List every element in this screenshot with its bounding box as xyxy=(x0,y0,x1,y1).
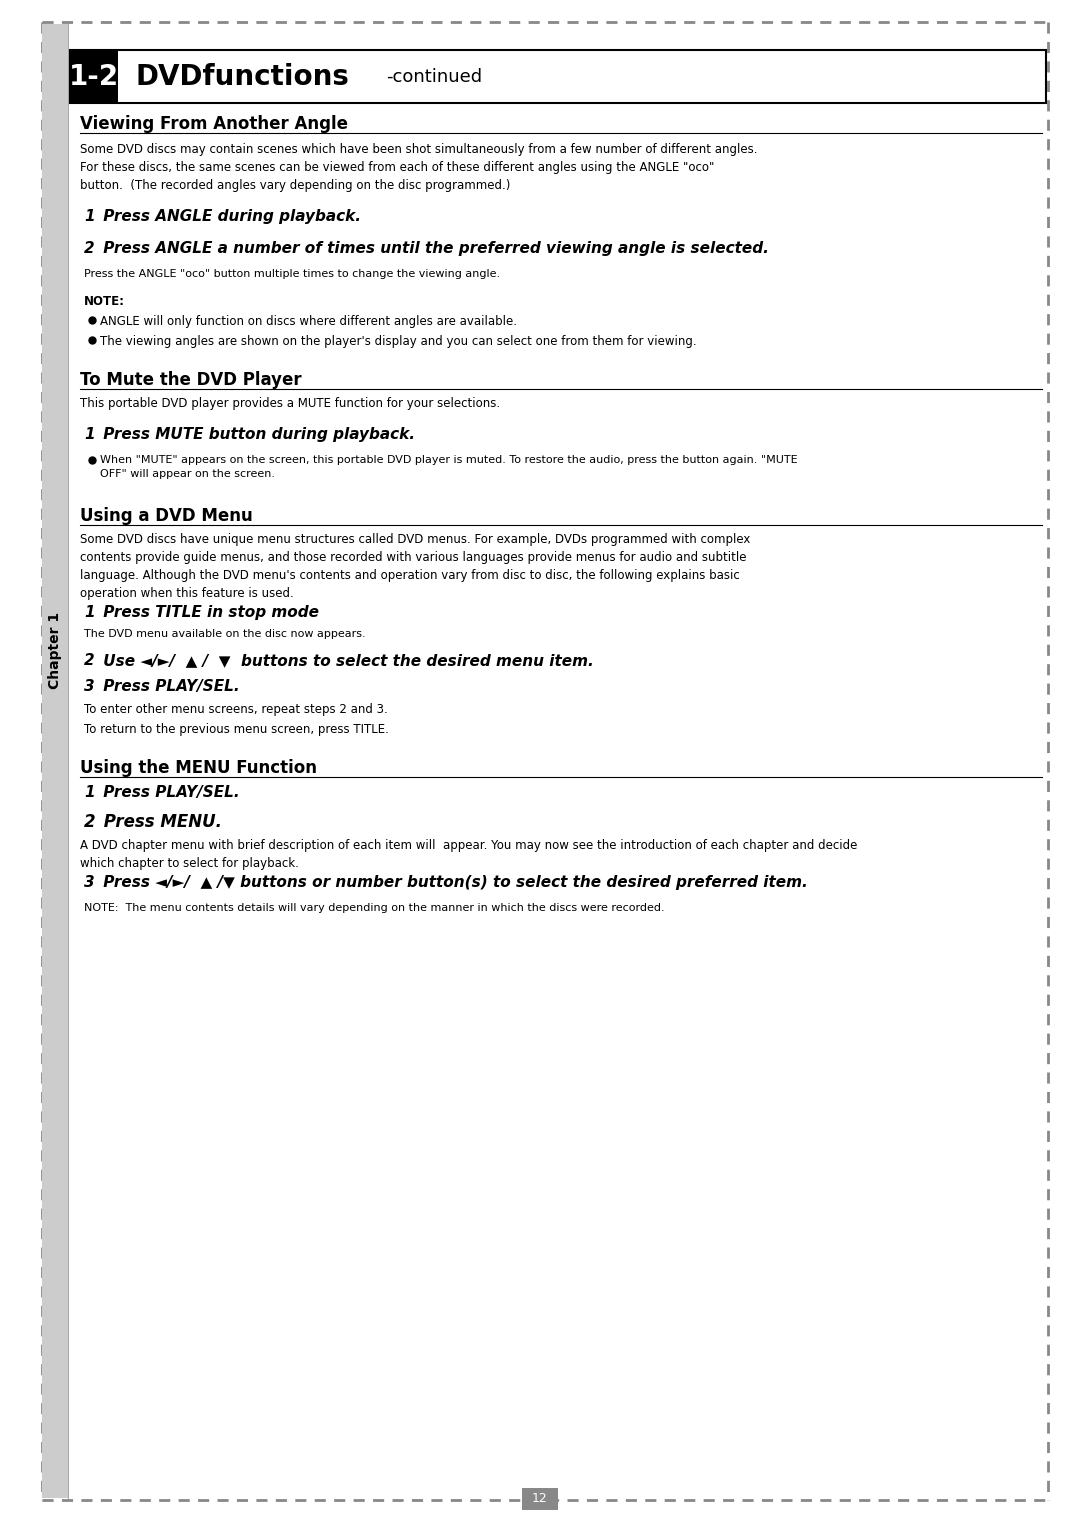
Text: 1: 1 xyxy=(84,209,95,224)
Text: 3: 3 xyxy=(84,679,95,694)
Text: Some DVD discs may contain scenes which have been shot simultaneously from a few: Some DVD discs may contain scenes which … xyxy=(80,143,757,192)
Text: This portable DVD player provides a MUTE function for your selections.: This portable DVD player provides a MUTE… xyxy=(80,398,500,410)
Text: DVDfunctions: DVDfunctions xyxy=(136,62,350,90)
Text: The DVD menu available on the disc now appears.: The DVD menu available on the disc now a… xyxy=(84,629,366,640)
Text: 1: 1 xyxy=(84,605,95,620)
Text: NOTE:: NOTE: xyxy=(84,295,125,308)
Text: Viewing From Another Angle: Viewing From Another Angle xyxy=(80,116,348,133)
Text: Press ◄/►/  ▲ /▼ buttons or number button(s) to select the desired preferred ite: Press ◄/►/ ▲ /▼ buttons or number button… xyxy=(98,876,808,889)
Text: Press MENU.: Press MENU. xyxy=(98,813,222,832)
Bar xyxy=(70,50,1047,104)
Bar xyxy=(522,1488,558,1509)
Text: Press the ANGLE "ᴏᴄᴏ" button multiple times to change the viewing angle.: Press the ANGLE "ᴏᴄᴏ" button multiple ti… xyxy=(84,270,500,279)
Text: ANGLE will only function on discs where different angles are available.: ANGLE will only function on discs where … xyxy=(100,315,517,327)
Text: Press PLAY/SEL.: Press PLAY/SEL. xyxy=(98,679,240,694)
Text: To return to the previous menu screen, press TITLE.: To return to the previous menu screen, p… xyxy=(84,723,389,736)
Text: When "MUTE" appears on the screen, this portable DVD player is muted. To restore: When "MUTE" appears on the screen, this … xyxy=(100,455,798,480)
Text: Press TITLE in stop mode: Press TITLE in stop mode xyxy=(98,605,319,620)
Text: Press MUTE button during playback.: Press MUTE button during playback. xyxy=(98,426,415,442)
Text: 1-2: 1-2 xyxy=(69,62,119,90)
Text: 2: 2 xyxy=(84,813,96,832)
Text: A DVD chapter menu with brief description of each item will  appear. You may now: A DVD chapter menu with brief descriptio… xyxy=(80,839,858,870)
Text: -continued: -continued xyxy=(386,67,482,85)
Text: Using the MENU Function: Using the MENU Function xyxy=(80,758,318,777)
Text: 3: 3 xyxy=(84,876,95,889)
Text: To Mute the DVD Player: To Mute the DVD Player xyxy=(80,372,301,388)
Text: 1: 1 xyxy=(84,426,95,442)
Text: Chapter 1: Chapter 1 xyxy=(48,611,62,688)
Bar xyxy=(70,50,118,104)
Text: Press PLAY/SEL.: Press PLAY/SEL. xyxy=(98,784,240,800)
Text: Press ANGLE during playback.: Press ANGLE during playback. xyxy=(98,209,361,224)
Text: NOTE:  The menu contents details will vary depending on the manner in which the : NOTE: The menu contents details will var… xyxy=(84,903,664,912)
Text: To enter other menu screens, repeat steps 2 and 3.: To enter other menu screens, repeat step… xyxy=(84,704,388,716)
Text: 2: 2 xyxy=(84,653,95,669)
Text: The viewing angles are shown on the player's display and you can select one from: The viewing angles are shown on the play… xyxy=(100,335,697,347)
Text: Using a DVD Menu: Using a DVD Menu xyxy=(80,507,253,525)
Text: 1: 1 xyxy=(84,784,95,800)
Text: 2: 2 xyxy=(84,241,95,256)
Text: Use ◄/►/  ▲ /  ▼  buttons to select the desired menu item.: Use ◄/►/ ▲ / ▼ buttons to select the des… xyxy=(98,653,594,669)
Bar xyxy=(42,24,68,1499)
Text: Press ANGLE a number of times until the preferred viewing angle is selected.: Press ANGLE a number of times until the … xyxy=(98,241,769,256)
Text: Some DVD discs have unique menu structures called DVD menus. For example, DVDs p: Some DVD discs have unique menu structur… xyxy=(80,533,751,600)
Text: 12: 12 xyxy=(532,1493,548,1506)
